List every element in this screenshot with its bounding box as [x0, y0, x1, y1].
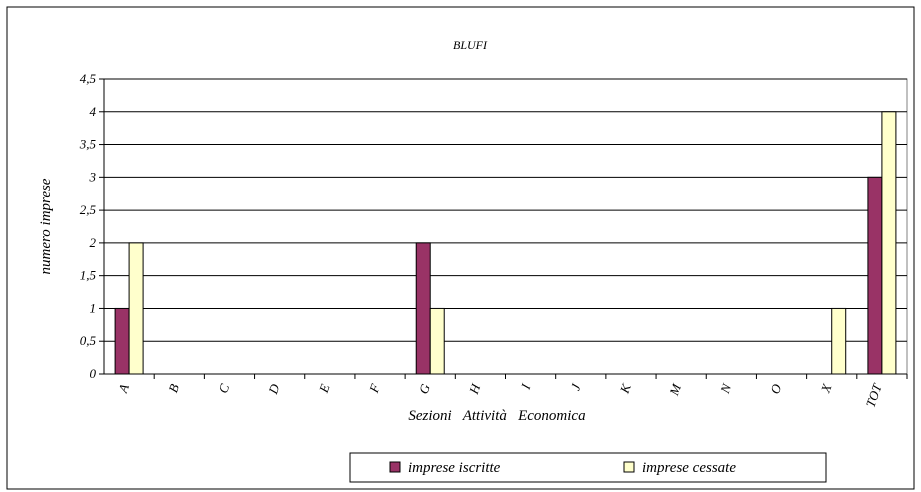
bar-imprese-iscritte	[114, 307, 130, 375]
y-tick-label: 0	[90, 366, 97, 381]
y-tick-label: 4,5	[80, 71, 97, 86]
bar-imprese-cessate	[831, 307, 847, 375]
bar-imprese-cessate	[881, 111, 897, 375]
x-tick-label: I	[517, 381, 533, 392]
y-tick-label: 3,5	[79, 137, 97, 152]
y-tick-label: 1,5	[80, 268, 97, 283]
chart-title: BLUFI	[453, 38, 488, 52]
legend-swatch	[623, 461, 635, 473]
bar-imprese-cessate	[429, 307, 445, 375]
y-tick-label: 3	[89, 169, 97, 184]
bar-imprese-iscritte	[415, 242, 431, 375]
plot-area: 00,511,522,533,544,5A B C D E F G H I J K M N O X TOT	[79, 71, 908, 409]
y-tick-label: 2	[90, 235, 97, 250]
bar-imprese-iscritte	[867, 176, 883, 375]
y-tick-label: 4	[90, 104, 97, 119]
x-axis-label: Sezioni Attività Economica	[408, 408, 585, 424]
y-tick-label: 1	[90, 300, 97, 315]
legend: imprese iscritte imprese cessate	[349, 452, 827, 483]
bar-imprese-cessate	[128, 242, 144, 375]
legend-label: imprese iscritte	[408, 460, 501, 476]
y-axis-label: numero imprese	[38, 178, 54, 274]
y-tick-label: 0,5	[80, 333, 97, 348]
legend-box	[349, 452, 827, 483]
plot-background	[103, 78, 908, 375]
y-tick-label: 2,5	[80, 202, 97, 217]
legend-swatch	[389, 461, 401, 473]
legend-label: imprese cessate	[642, 460, 736, 476]
x-tick-label: J	[568, 381, 584, 393]
